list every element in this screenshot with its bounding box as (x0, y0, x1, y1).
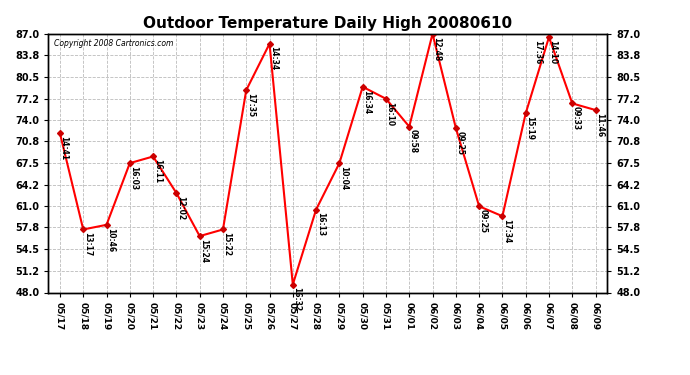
Text: 10:04: 10:04 (339, 166, 348, 190)
Text: 17:34: 17:34 (502, 219, 511, 243)
Text: 16:10: 16:10 (386, 102, 395, 126)
Text: 14:41: 14:41 (59, 136, 68, 160)
Text: 12:02: 12:02 (176, 196, 185, 220)
Text: 14:10: 14:10 (549, 40, 558, 64)
Text: Copyright 2008 Cartronics.com: Copyright 2008 Cartronics.com (54, 39, 173, 48)
Text: 16:34: 16:34 (362, 90, 371, 114)
Text: 16:13: 16:13 (316, 212, 325, 237)
Text: 09:25: 09:25 (455, 131, 464, 155)
Text: 11:46: 11:46 (595, 113, 604, 137)
Text: 17:36: 17:36 (533, 40, 542, 64)
Text: 16:32: 16:32 (293, 287, 302, 312)
Text: 09:33: 09:33 (572, 106, 581, 130)
Text: 09:58: 09:58 (409, 129, 418, 153)
Text: 12:48: 12:48 (432, 36, 441, 61)
Title: Outdoor Temperature Daily High 20080610: Outdoor Temperature Daily High 20080610 (144, 16, 512, 31)
Text: 15:24: 15:24 (199, 239, 208, 263)
Text: 10:46: 10:46 (106, 228, 115, 252)
Text: 15:22: 15:22 (223, 232, 232, 256)
Text: 16:03: 16:03 (130, 166, 139, 190)
Text: 16:11: 16:11 (152, 159, 161, 183)
Text: 14:34: 14:34 (269, 46, 278, 70)
Text: 09:25: 09:25 (479, 209, 488, 233)
Text: 15:19: 15:19 (525, 116, 534, 140)
Text: 13:17: 13:17 (83, 232, 92, 256)
Text: 17:35: 17:35 (246, 93, 255, 117)
